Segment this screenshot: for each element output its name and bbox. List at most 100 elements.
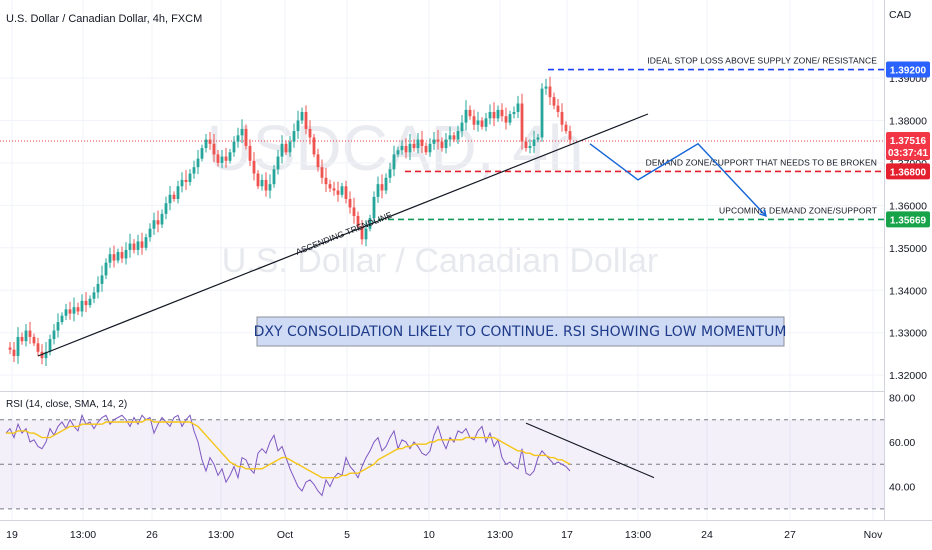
rsi-title[interactable]: RSI (14, close, SMA, 14, 2) [6,399,127,410]
candle[interactable] [108,247,112,268]
candle[interactable] [244,124,248,150]
candle[interactable] [480,117,484,130]
candle[interactable] [288,136,292,157]
candle[interactable] [560,103,564,132]
candle[interactable] [256,170,260,189]
candle[interactable] [192,160,196,179]
candle[interactable] [548,76,552,105]
candle[interactable] [328,179,332,192]
candle[interactable] [504,107,508,130]
candle[interactable] [488,104,492,125]
candle[interactable] [20,332,24,345]
candle[interactable] [520,93,524,150]
candlestick-series[interactable] [8,76,572,366]
candle[interactable] [292,123,296,148]
level-tag-2[interactable]: 1.35669 [886,211,930,228]
candle[interactable] [280,135,284,164]
candle[interactable] [396,146,400,158]
candle[interactable] [64,303,68,321]
candle[interactable] [68,301,72,320]
candle[interactable] [16,327,20,364]
candle[interactable] [364,220,368,247]
candle[interactable] [532,130,536,153]
candle[interactable] [200,144,204,162]
candle[interactable] [24,323,28,347]
projection-path[interactable] [589,142,767,217]
candle[interactable] [428,138,432,157]
candle[interactable] [276,149,280,175]
note-box[interactable]: DXY CONSOLIDATION LIKELY TO CONTINUE. RS… [254,316,787,347]
price-axis[interactable]: 1.320001.330001.340001.350001.360001.370… [886,61,930,494]
candle[interactable] [464,100,468,131]
candle[interactable] [420,130,424,153]
candle[interactable] [152,212,156,235]
candle[interactable] [412,139,416,152]
candle[interactable] [88,295,92,308]
candle[interactable] [448,126,452,147]
candle[interactable] [340,182,344,198]
candle[interactable] [232,136,236,157]
rsi-downtrend-line[interactable] [525,422,655,479]
candle[interactable] [568,125,572,144]
symbol-title[interactable]: U.S. Dollar / Canadian Dollar, 4h, FXCM [6,13,202,25]
candle[interactable] [384,173,388,195]
candle[interactable] [252,152,256,181]
candle[interactable] [404,138,408,159]
candle[interactable] [120,246,124,263]
level-tag-0[interactable]: 1.39200 [886,61,930,78]
candle[interactable] [264,172,268,197]
candle[interactable] [492,102,496,127]
candle[interactable] [348,191,352,214]
candle[interactable] [196,149,200,175]
candle[interactable] [268,174,272,199]
candle[interactable] [172,191,176,202]
candle[interactable] [72,297,76,322]
candle[interactable] [304,105,308,135]
candle[interactable] [432,131,436,150]
level-tag-1[interactable]: 1.36800 [886,163,930,180]
candle[interactable] [260,174,264,191]
projection-path-group[interactable] [589,142,768,218]
candle[interactable] [484,112,488,132]
candle[interactable] [164,196,168,220]
candle[interactable] [240,119,244,144]
candle[interactable] [124,242,128,265]
candle[interactable] [320,159,324,184]
candle[interactable] [344,180,348,204]
candle[interactable] [156,210,160,233]
candle[interactable] [380,174,384,199]
candle[interactable] [436,129,440,150]
candle[interactable] [44,342,48,366]
candle[interactable] [336,181,340,202]
candle[interactable] [440,137,444,152]
candle[interactable] [12,342,16,363]
candle[interactable] [136,234,140,256]
candle[interactable] [352,197,356,224]
candle[interactable] [552,92,556,110]
candle[interactable] [272,164,276,188]
candle[interactable] [48,334,52,356]
rsi-pane[interactable] [0,413,884,510]
candle[interactable] [220,149,224,169]
candle[interactable] [496,105,500,122]
candle[interactable] [60,312,64,325]
candle[interactable] [28,321,32,344]
candle[interactable] [248,139,252,167]
candle[interactable] [36,337,40,357]
candle[interactable] [216,149,220,167]
candle[interactable] [316,148,320,172]
candle[interactable] [212,134,216,163]
rsi-line[interactable] [5,413,571,497]
candle[interactable] [456,125,460,144]
candle[interactable] [472,109,476,130]
time-axis[interactable]: 19 13:00 26 13:00 Oct 5 10 13:00 17 13:00 24 27 Nov [6,529,883,541]
candle[interactable] [176,180,180,204]
candle[interactable] [332,181,336,196]
candle[interactable] [400,140,404,155]
candle[interactable] [204,134,208,153]
candle[interactable] [116,248,120,264]
candle[interactable] [540,83,544,142]
candle[interactable] [424,142,428,156]
candle[interactable] [132,239,136,254]
